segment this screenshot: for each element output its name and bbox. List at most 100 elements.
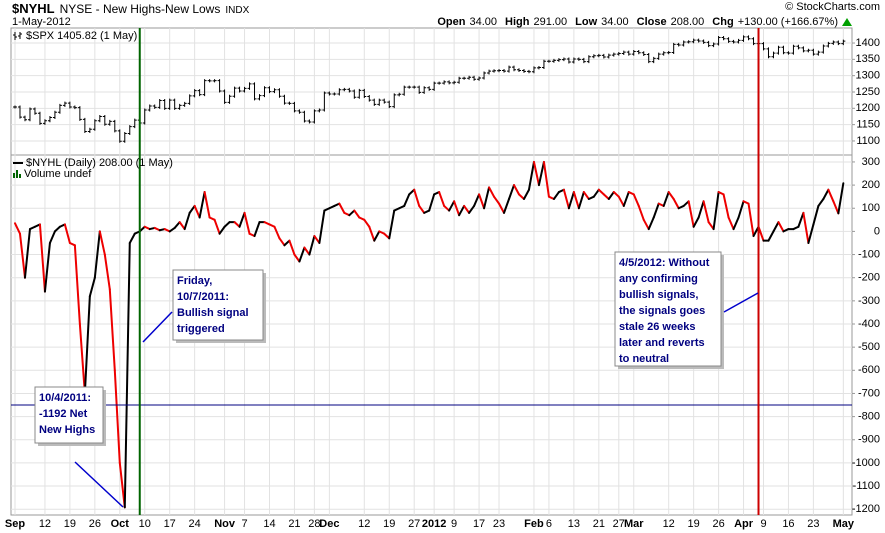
line-segment <box>532 160 540 187</box>
price-bar <box>372 98 377 106</box>
annotation-text: 10/4/2011: <box>39 392 91 404</box>
price-bar <box>666 50 671 55</box>
line-segment <box>667 191 675 200</box>
x-tick-label: 23 <box>807 518 819 530</box>
line-segment <box>368 225 376 242</box>
price-bar <box>172 98 177 110</box>
y-tick-label: 1300 <box>856 70 880 82</box>
line-segment <box>168 226 176 233</box>
price-bar <box>621 50 626 55</box>
price-bar <box>412 85 417 89</box>
line-segment <box>413 188 421 207</box>
line-segment <box>687 200 695 228</box>
price-bar <box>267 86 272 94</box>
price-bar <box>227 94 232 104</box>
price-bar <box>701 39 706 44</box>
line-segment <box>293 253 301 263</box>
line-segment <box>298 246 306 263</box>
price-bar <box>427 86 432 91</box>
plot-frame <box>10 27 853 516</box>
line-segment <box>83 295 91 395</box>
x-tick-label: 28 <box>308 518 320 530</box>
line-segment <box>478 193 486 210</box>
quote: Open 34.00 High 291.00 Low 34.00 Close 208.00 Ch… <box>437 16 838 28</box>
line-segment <box>453 200 461 217</box>
price-bar <box>37 111 42 125</box>
price-bar <box>536 66 541 70</box>
line-segment <box>827 188 835 203</box>
price-bar <box>187 94 192 105</box>
line-segment <box>517 193 525 200</box>
line-segment <box>607 191 615 200</box>
price-bar <box>482 71 487 80</box>
line-segment <box>93 230 101 279</box>
price-bar <box>781 45 786 55</box>
line-segment <box>38 223 46 293</box>
line-segment <box>468 204 476 214</box>
price-bar <box>277 88 282 98</box>
price-bar <box>307 119 312 124</box>
price-bar <box>591 54 596 59</box>
line-segment <box>273 225 281 240</box>
line-segment <box>727 216 735 231</box>
price-bar <box>811 48 816 56</box>
y-tick-label: -1200 <box>852 503 880 515</box>
line-segment <box>63 223 71 244</box>
line-segment <box>637 204 645 221</box>
price-bar <box>202 79 207 97</box>
line-segment <box>837 182 845 215</box>
price-bar <box>377 98 382 106</box>
price-bar <box>392 93 397 109</box>
line-segment <box>597 188 605 196</box>
price-bar <box>257 94 262 101</box>
price-bar <box>716 35 721 46</box>
line-segment <box>662 191 670 207</box>
line-segment <box>348 209 356 217</box>
price-bar <box>342 87 347 92</box>
price-bar <box>731 39 736 44</box>
symbol-name: NYSE - New Highs-New Lows <box>60 2 221 16</box>
price-bar <box>197 89 202 97</box>
y-tick-label: -200 <box>858 272 880 284</box>
annotation-text: 4/5/2012: Without <box>619 257 710 269</box>
annotation-text: any confirming <box>619 273 698 285</box>
price-bar <box>566 57 571 64</box>
price-bar <box>87 127 92 133</box>
quote-label: High <box>505 16 530 28</box>
x-tick-label: 19 <box>688 518 700 530</box>
line-segment <box>722 193 730 219</box>
price-bar <box>586 55 591 64</box>
line-segment <box>98 230 106 256</box>
price-bar <box>292 101 297 113</box>
x-tick-label: 24 <box>189 518 201 530</box>
line-segment <box>712 191 720 231</box>
overlays: 10/4/2011: -1192 Net New Highs Friday, 10/7/… <box>11 28 852 515</box>
price-bar <box>282 94 287 105</box>
price-bar <box>512 65 516 72</box>
x-tick-label: 9 <box>760 518 766 530</box>
x-tick-label: 9 <box>451 518 457 530</box>
price-bar <box>816 50 821 56</box>
price-bar <box>62 101 67 107</box>
y-tick-label: 1150 <box>856 119 880 131</box>
annotation-text: later and reverts <box>619 337 705 349</box>
line-segment <box>14 222 21 235</box>
price-bar <box>222 89 227 104</box>
line-segment <box>488 186 496 198</box>
line-segment <box>522 188 530 200</box>
x-tick-label: Apr <box>734 518 754 530</box>
price-bar <box>571 57 576 64</box>
price-bar <box>297 109 302 114</box>
line-segment <box>797 211 805 228</box>
price-bar <box>492 69 497 73</box>
x-tick-label: Sep <box>5 518 25 530</box>
price-bar <box>72 105 77 110</box>
symbol: $NYHL <box>12 1 55 16</box>
x-tick-label: 26 <box>89 518 101 530</box>
x-tick-label: 2012 <box>422 518 446 530</box>
line-segment <box>408 188 416 196</box>
price-bar <box>212 79 217 83</box>
x-tick-label: 6 <box>546 518 552 530</box>
line-segment <box>48 230 56 244</box>
line-segment <box>223 221 231 228</box>
